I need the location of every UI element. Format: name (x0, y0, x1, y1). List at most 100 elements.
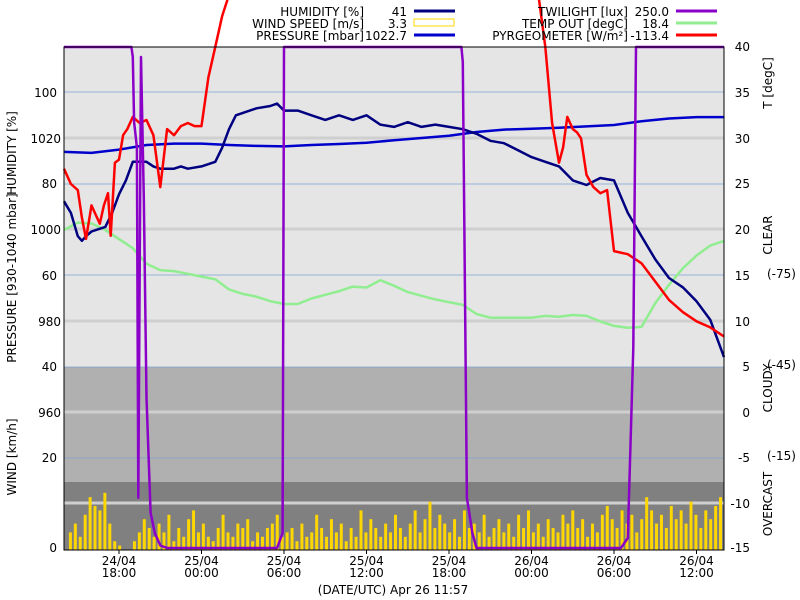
x-tick-date: 26/04 (597, 554, 632, 568)
wind-speed-bar (177, 528, 181, 550)
pressure-axis-label: PRESSURE [930-1040 mbar] (5, 193, 19, 362)
wind-speed-bar (270, 523, 274, 550)
series-lines (62, 0, 726, 550)
humidity-ticks: 100 80 60 40 (34, 86, 57, 374)
grid (64, 91, 724, 505)
wind-speed-bar (349, 528, 353, 550)
wind-speed-bar (512, 536, 516, 550)
legend-swatch-wind (413, 18, 455, 27)
wind-speed-bar (595, 532, 599, 550)
wind-speed-bar (526, 510, 530, 550)
wind-speed-bar (645, 497, 649, 550)
wind-speed-bar (310, 532, 314, 550)
wind-ticks: 40 20 0 (42, 451, 57, 555)
wind-speed-bar (581, 519, 585, 550)
wind-speed-bar (650, 510, 654, 550)
cloudy-zone-value: (-45) (767, 358, 796, 372)
wind-speed-bar (640, 519, 644, 550)
wind-speed-bar (265, 528, 269, 550)
wind-speed-bar (531, 532, 535, 550)
humidity-tick: 60 (42, 269, 57, 283)
wind-speed-bar (157, 523, 161, 550)
wind-axis-label: WIND [km/h] (5, 418, 19, 495)
wind-speed-bar (300, 523, 304, 550)
wind-speed-bar (418, 532, 422, 550)
wind-speed-bar (192, 510, 196, 550)
wind-speed-bar (522, 528, 526, 550)
wind-speed-bar (591, 523, 594, 550)
wind-speed-bar (428, 501, 432, 550)
wind-speed-bar (216, 528, 220, 550)
legend-label-pyrgeometer: PYRGEOMETER [W/m²] (492, 29, 628, 43)
temp-tick: -15 (730, 541, 750, 555)
wind-speed-bar (83, 514, 87, 550)
wind-speed-bar (482, 514, 486, 550)
wind-speed-bar (679, 510, 683, 550)
wind-speed-bar (196, 532, 200, 550)
series-line-humidity (62, 102, 726, 358)
wind-speed-bar (379, 536, 383, 550)
wind-speed-bar (517, 514, 521, 550)
overcast-zone-label: OVERCAST (761, 471, 775, 536)
wind-speed-bar (443, 523, 447, 550)
wind-speed-bar (305, 536, 309, 550)
plot-frame (63, 46, 725, 551)
wind-speed-bar (118, 545, 122, 550)
series-line-pressure (63, 115, 724, 155)
wind-speed-bar (108, 523, 112, 550)
wind-tick: 0 (49, 541, 57, 555)
wind-speed-bar (566, 523, 570, 550)
wind-speed-bar (659, 514, 663, 550)
wind-speed-bar (329, 519, 333, 550)
wind-speed-bar (275, 514, 279, 550)
wind-speed-bar (167, 514, 171, 550)
x-tick-date: 24/04 (102, 554, 137, 568)
x-axis-label: (DATE/UTC) Apr 26 11:57 (318, 583, 468, 597)
wind-speed-bar (423, 519, 427, 550)
x-axis-ticks: 24/0418:0025/0400:0025/0406:0025/0412:00… (102, 550, 714, 580)
temp-tick: 10 (735, 315, 750, 329)
x-tick-time: 18:00 (102, 566, 137, 580)
wind-speed-bar (142, 519, 146, 550)
legend-value-pressure: 1022.7 (365, 29, 407, 43)
wind-speed-bar (448, 532, 452, 550)
wind-speed-bar (364, 532, 368, 550)
legend-value-humidity: 41 (392, 5, 407, 19)
wind-speed-bar (502, 532, 506, 550)
wind-speed-bar (714, 506, 718, 550)
legend-value-temp: 18.4 (642, 17, 669, 31)
wind-speed-bar (551, 528, 555, 550)
wind-speed-bar (261, 536, 264, 550)
x-tick-time: 06:00 (267, 566, 302, 580)
legend-value-twilight: 250.0 (635, 5, 669, 19)
x-tick-date: 25/04 (267, 554, 302, 568)
wind-speed-bar (344, 541, 348, 550)
legend-label-wind: WIND SPEED [m/s] (252, 17, 364, 31)
plot-zone-clear (64, 47, 724, 367)
temp-tick: 5 (742, 360, 750, 374)
wind-speed-bar (546, 519, 550, 550)
wind-speed-bar (137, 532, 141, 550)
wind-speed-bar (206, 536, 210, 550)
wind-speed-bar (93, 506, 97, 550)
wind-speed-bar (98, 510, 102, 550)
series-line-temp (63, 221, 725, 330)
wind-speed-bar (172, 541, 176, 550)
legend-value-wind: 3.3 (388, 17, 407, 31)
wind-speed-bar (285, 532, 289, 550)
pressure-tick: 980 (38, 315, 61, 329)
wind-speed-bar (334, 532, 338, 550)
wind-speed-bar (615, 528, 619, 550)
wind-speed-bar (487, 536, 491, 550)
wind-speed-bar (226, 532, 230, 550)
wind-speed-bar (586, 536, 590, 550)
legend-label-pressure: PRESSURE [mbar] (256, 29, 364, 43)
wind-speed-bar (669, 506, 673, 550)
wind-speed-bar (600, 514, 604, 550)
wind-speed-bar (113, 541, 117, 550)
wind-speed-bar (684, 523, 688, 550)
wind-speed-bar (290, 528, 294, 550)
x-tick-time: 00:00 (184, 566, 219, 580)
wind-speed-bar (78, 536, 82, 550)
humidity-axis-label: HUMIDITY [%] (5, 111, 19, 195)
